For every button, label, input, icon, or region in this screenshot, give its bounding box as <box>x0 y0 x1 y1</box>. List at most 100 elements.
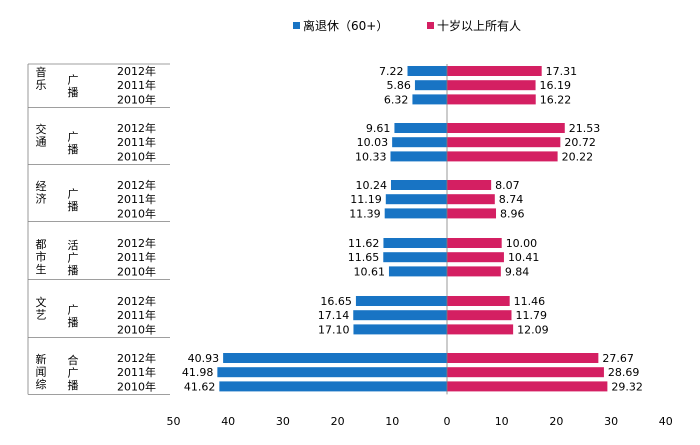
value-label-left: 17.14 <box>318 309 350 322</box>
value-label-left: 6.32 <box>384 93 409 106</box>
year-label: 2012年 <box>117 178 156 192</box>
year-label: 2010年 <box>117 379 156 393</box>
bar-right <box>447 137 561 148</box>
year-label: 2012年 <box>117 121 156 135</box>
x-tick-label: 0 <box>444 415 451 428</box>
legend-swatch-0 <box>293 22 300 29</box>
bar-right <box>447 367 604 378</box>
group-label: 新闻综合广播 <box>36 352 79 392</box>
year-label: 2010年 <box>117 264 156 278</box>
value-label-right: 11.46 <box>514 295 546 308</box>
year-label: 2011年 <box>117 250 156 264</box>
bar-left <box>223 353 447 363</box>
bar-left <box>353 310 447 321</box>
bar-left <box>385 194 447 205</box>
value-label-left: 11.65 <box>348 251 380 264</box>
value-labels: 7.22 17.31 5.86 16.19 6.32 16.22 9.61 21.53 10.0… <box>182 65 643 393</box>
value-label-left: 5.86 <box>386 79 411 92</box>
year-label: 2011年 <box>117 308 156 322</box>
legend-swatch-1 <box>427 22 434 29</box>
year-label: 2010年 <box>117 322 156 336</box>
bar-left <box>412 94 447 105</box>
bar-right <box>447 208 497 219</box>
value-label-right: 12.09 <box>517 323 549 336</box>
bar-right <box>447 123 565 133</box>
x-tick-label: 30 <box>604 415 618 428</box>
value-label-right: 17.31 <box>546 65 578 78</box>
x-tick-label: 40 <box>659 415 673 428</box>
bar-left <box>217 367 447 378</box>
bar-right <box>447 310 512 321</box>
value-label-left: 41.62 <box>184 380 216 393</box>
value-label-right: 8.96 <box>500 207 525 220</box>
year-label: 2011年 <box>117 78 156 92</box>
value-label-left: 17.10 <box>318 323 350 336</box>
value-label-right: 29.32 <box>611 380 643 393</box>
value-label-left: 16.65 <box>320 295 352 308</box>
year-labels: 2012年2011年2010年2012年2011年2010年2012年2011年… <box>117 64 156 393</box>
bar-left <box>394 123 447 133</box>
group-label: 经济 广播 <box>36 180 79 213</box>
year-label: 2010年 <box>117 206 156 220</box>
value-label-right: 11.79 <box>515 309 547 322</box>
bar-left <box>383 252 447 263</box>
value-label-right: 20.72 <box>564 136 596 149</box>
value-label-right: 9.84 <box>505 265 530 278</box>
year-label: 2011年 <box>117 365 156 379</box>
bar-left <box>355 296 447 306</box>
bar-left <box>392 137 447 148</box>
value-label-left: 10.24 <box>355 179 387 192</box>
year-label: 2012年 <box>117 64 156 78</box>
value-label-right: 10.00 <box>506 237 538 250</box>
bar-left <box>219 381 447 392</box>
bar-right <box>447 252 504 263</box>
x-tick-label: 20 <box>331 415 345 428</box>
bar-right <box>447 80 536 91</box>
bar-right <box>447 266 501 277</box>
year-label: 2011年 <box>117 135 156 149</box>
bars <box>217 66 608 392</box>
value-label-left: 40.93 <box>188 352 220 365</box>
x-tick-label: 10 <box>385 415 399 428</box>
value-label-left: 10.03 <box>357 136 389 149</box>
x-tick-label: 20 <box>549 415 563 428</box>
legend-label-0: 离退休（60+） <box>303 18 388 33</box>
bar-right <box>447 66 542 76</box>
value-label-left: 41.98 <box>182 366 214 379</box>
bar-right <box>447 194 495 205</box>
legend: 离退休（60+） 十岁以上所有人 <box>293 18 521 33</box>
bar-right <box>447 238 502 248</box>
year-label: 2012年 <box>117 351 156 365</box>
bar-left <box>383 238 447 248</box>
group-label: 音乐 广播 <box>36 65 79 99</box>
value-label-right: 27.67 <box>602 352 634 365</box>
bar-right <box>447 324 514 335</box>
bar-left <box>390 180 447 190</box>
legend-label-1: 十岁以上所有人 <box>437 18 521 33</box>
value-label-left: 10.33 <box>355 150 387 163</box>
bar-right <box>447 94 536 105</box>
value-label-left: 11.19 <box>350 193 382 206</box>
group-label: 交通 广播 <box>36 122 79 156</box>
value-label-right: 21.53 <box>569 122 601 135</box>
bar-right <box>447 151 558 162</box>
value-label-left: 7.22 <box>379 65 404 78</box>
bar-right <box>447 296 510 306</box>
year-label: 2010年 <box>117 149 156 163</box>
value-label-left: 11.62 <box>348 237 380 250</box>
x-tick-label: 10 <box>495 415 509 428</box>
bar-left <box>414 80 447 91</box>
value-label-right: 8.74 <box>499 193 524 206</box>
x-tick-label: 50 <box>167 415 181 428</box>
value-label-right: 8.07 <box>495 179 520 192</box>
year-label: 2010年 <box>117 92 156 106</box>
value-label-left: 9.61 <box>366 122 391 135</box>
x-tick-label: 30 <box>276 415 290 428</box>
x-axis-ticks: 50 40 30 20 10 0 10 20 30 40 <box>167 415 673 428</box>
bar-right <box>447 180 492 190</box>
year-label: 2011年 <box>117 192 156 206</box>
value-label-right: 20.22 <box>562 150 594 163</box>
bar-right <box>447 353 599 363</box>
bar-left <box>384 208 447 219</box>
category-axis-lines <box>27 63 170 395</box>
